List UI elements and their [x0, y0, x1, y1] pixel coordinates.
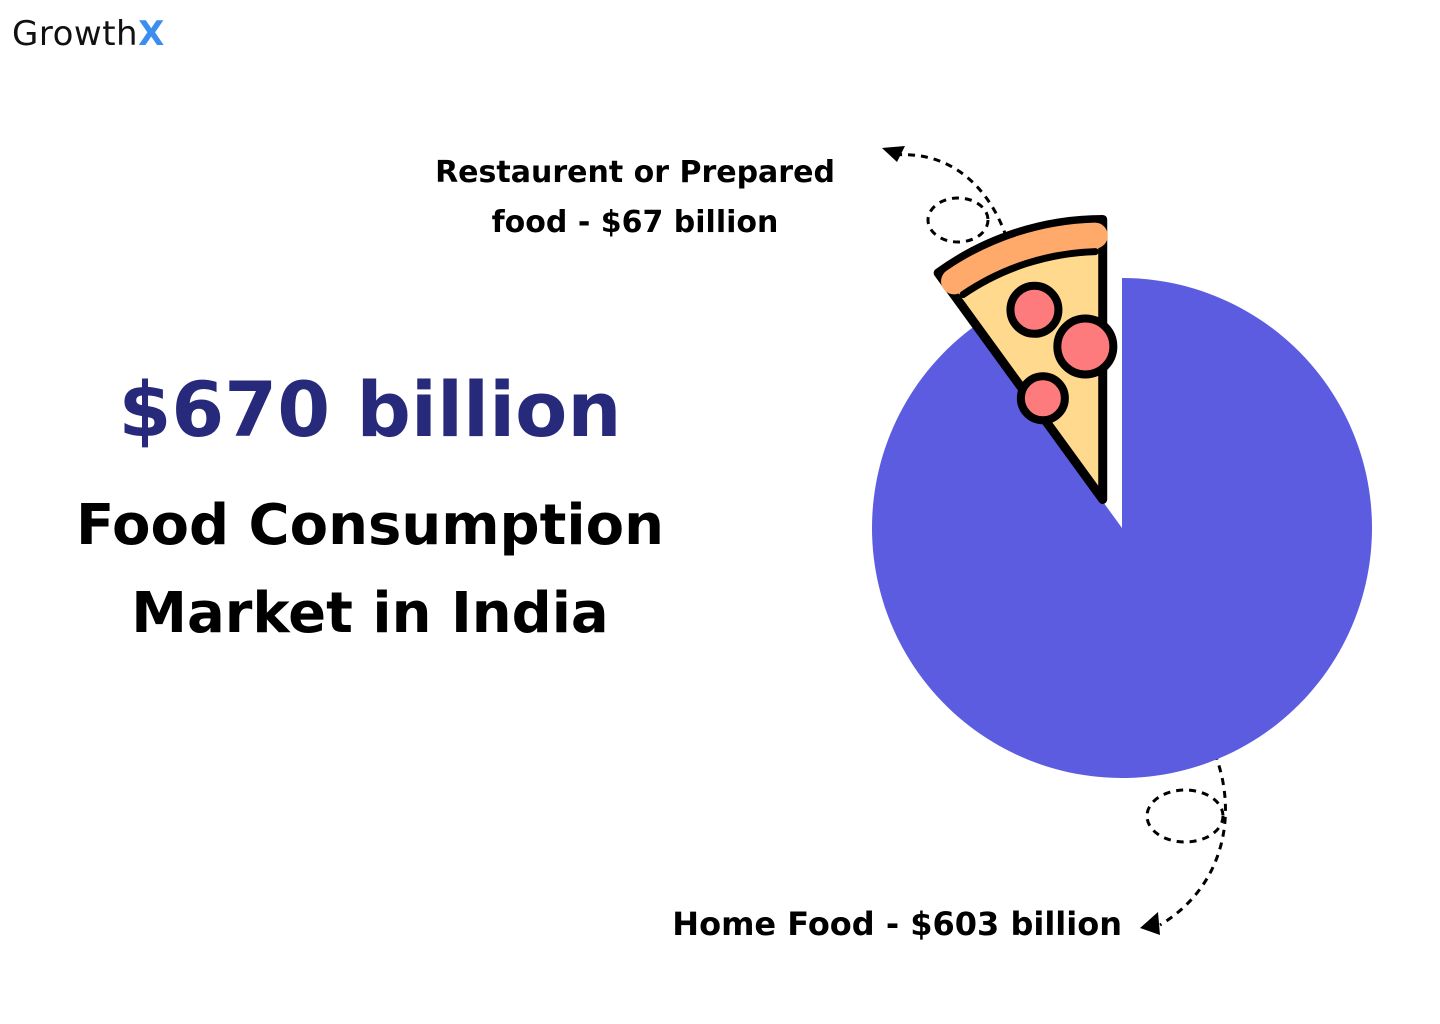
pepperoni	[1006, 281, 1063, 338]
pizza-crust	[941, 222, 1108, 295]
pepperoni	[1016, 372, 1069, 425]
slice-label: Restaurent or Prepared food - $67 billio…	[435, 155, 835, 240]
pizza-crust	[959, 248, 1099, 299]
arrow-head	[1140, 912, 1160, 935]
arrow-head	[882, 146, 905, 162]
brand-mark: X	[138, 14, 165, 54]
pie-slice	[933, 214, 1108, 504]
arrow-loop	[926, 196, 990, 244]
chart-subtitle: Food Consumption Market in India	[76, 493, 664, 646]
pie-slice	[872, 278, 1372, 779]
chart-title: $670 billion	[118, 365, 622, 454]
brand-text: Growth	[12, 14, 139, 54]
arrow-loop	[1145, 788, 1225, 844]
brand-logo[interactable]: GrowthX	[12, 14, 165, 54]
slice-label: Home Food - $603 billion	[672, 905, 1122, 943]
pepperoni	[1053, 314, 1118, 379]
